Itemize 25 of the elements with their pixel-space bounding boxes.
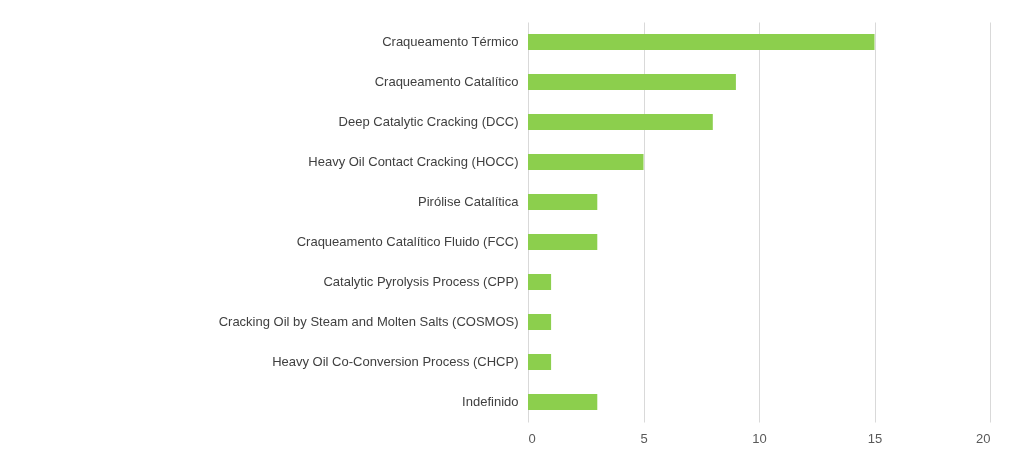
y-tick-label: Pirólise Catalítica: [418, 194, 520, 209]
x-tick-label: 10: [752, 430, 767, 446]
bar: [528, 314, 552, 330]
y-tick-label: Craqueamento Térmico: [382, 34, 519, 49]
bar: [528, 74, 736, 90]
y-tick-label: Craqueamento Catalítico Fluido (FCC): [296, 234, 519, 249]
x-tick-label: 0: [528, 430, 536, 446]
y-tick-label: Heavy Oil Contact Cracking (HOCC): [308, 154, 519, 169]
bar: [528, 394, 598, 410]
y-tick-label: Indefinido: [462, 394, 519, 409]
x-tick-label: 15: [867, 430, 883, 446]
y-tick-label: Deep Catalytic Cracking (DCC): [338, 114, 519, 129]
bar: [528, 234, 598, 250]
y-tick-label: Heavy Oil Co-Conversion Process (CHCP): [272, 354, 519, 369]
y-tick-label: Craqueamento Catalítico: [374, 74, 519, 89]
bar: [528, 194, 598, 210]
bar: [528, 34, 875, 50]
y-tick-label: Catalytic Pyrolysis Process (CPP): [323, 274, 519, 289]
bar: [528, 274, 552, 290]
bar: [528, 154, 644, 170]
y-tick-label: Cracking Oil by Steam and Molten Salts (COSMOS): [218, 314, 519, 329]
bar: [528, 354, 552, 370]
x-tick-label: 5: [640, 430, 648, 446]
bar: [528, 114, 713, 130]
x-tick-label: 20: [976, 430, 991, 446]
